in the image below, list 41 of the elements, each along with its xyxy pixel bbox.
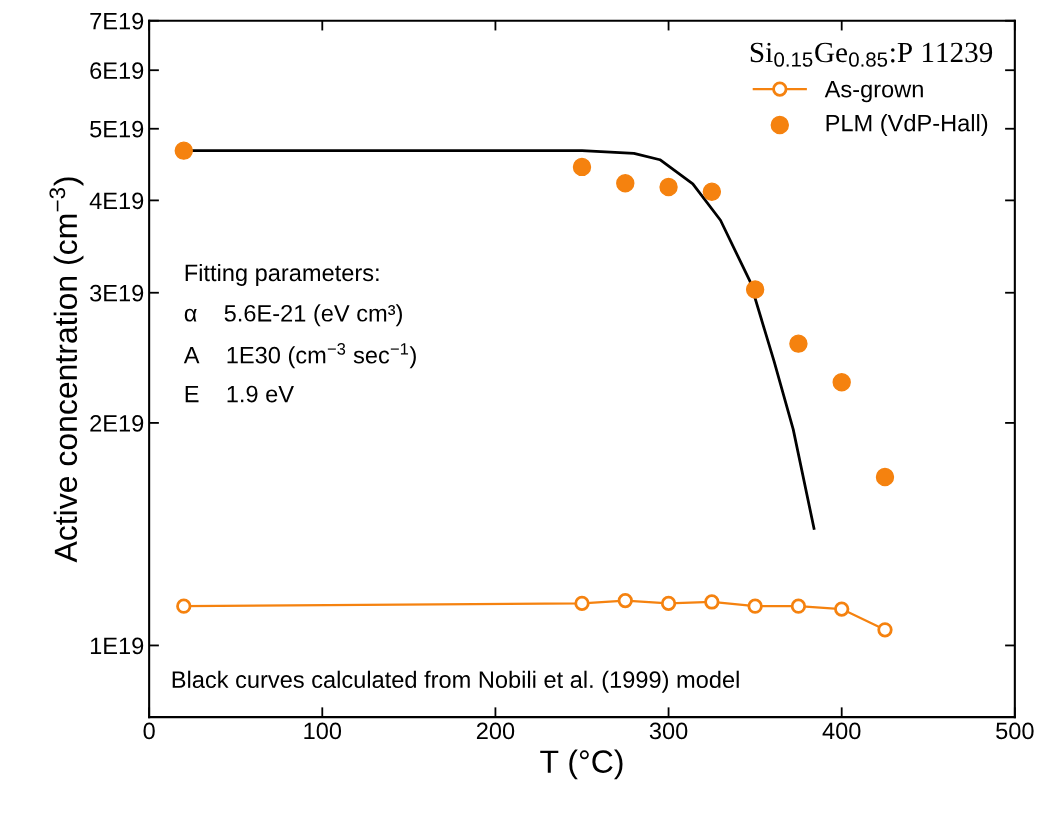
point	[834, 601, 850, 617]
point	[176, 598, 192, 614]
legend-title: Si$_{0.15}$Ge$_{0.85}$:P 11239	[750, 42, 993, 67]
y-tick-label: 6E19	[90, 62, 144, 79]
point	[789, 334, 808, 353]
y-tick-label: 3E19	[90, 284, 144, 302]
point	[572, 157, 592, 177]
x-axis-title: T (°C)	[540, 749, 623, 780]
x-tick-label: 500	[996, 722, 1034, 740]
point	[790, 598, 807, 614]
legend-label: PLM (VdP-Hall)	[826, 114, 988, 137]
point	[877, 622, 893, 638]
point	[704, 594, 720, 610]
x-tick-label: 0	[143, 722, 155, 740]
y-tick-label: 2E19	[90, 414, 144, 432]
y-tick-label: 5E19	[90, 120, 144, 138]
y-axis-title: Active concentration (cm$^{−3}$)	[49, 177, 84, 563]
point	[702, 182, 722, 201]
x-tick-label: 200	[476, 722, 515, 740]
y-tick-label: 1E19	[90, 637, 144, 655]
legend-label: As-grown	[824, 81, 923, 103]
annotation: A 1E30 (cm$^{−3}$ sec$^{−1}$)	[183, 343, 416, 369]
point	[574, 595, 590, 612]
x-tick-label: 400	[822, 722, 861, 740]
x-tick-label: 300	[649, 722, 688, 740]
point	[745, 280, 765, 299]
point	[875, 467, 895, 487]
y-tick-label: 7E19	[90, 12, 144, 30]
point	[832, 373, 851, 392]
annotation: Fitting parameters:	[185, 263, 379, 286]
point	[174, 141, 193, 160]
point	[616, 173, 635, 193]
y-tick-label: 4E19	[89, 192, 144, 210]
point	[617, 592, 633, 609]
point	[660, 595, 677, 612]
point	[747, 598, 763, 614]
annotation: Black curves calculated from Nobili et al. (1999) model	[172, 670, 739, 693]
x-tick-label: 100	[304, 722, 342, 740]
annotation: α 5.6E-21 (eV cm³)	[184, 304, 402, 327]
point	[659, 177, 678, 197]
annotation: E 1.9 eV	[185, 385, 294, 403]
